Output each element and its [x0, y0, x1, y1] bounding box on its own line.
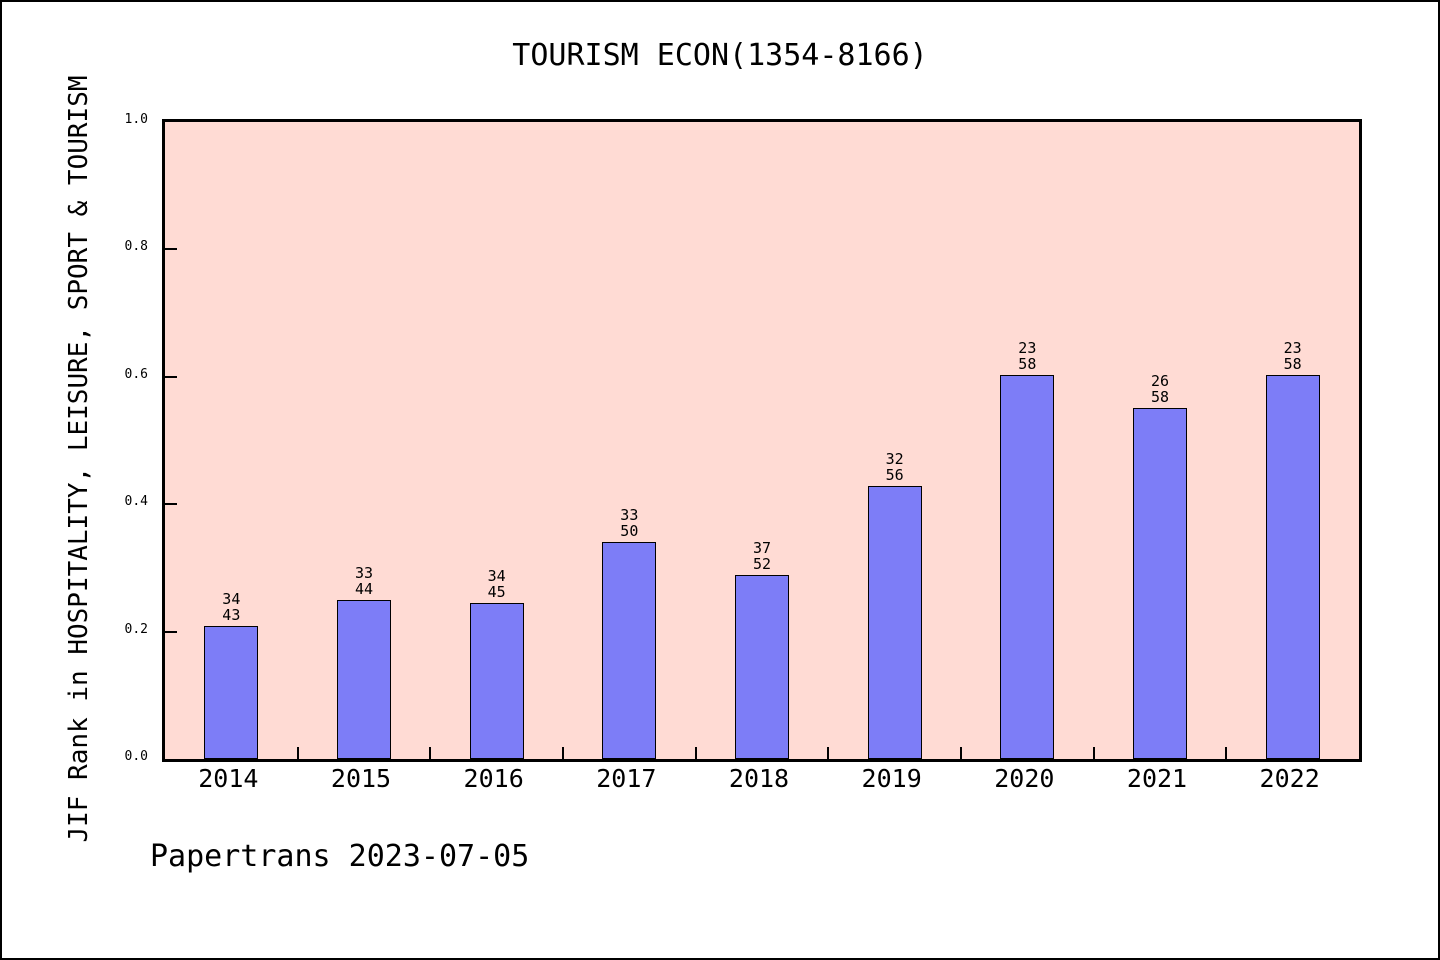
x-axis-tick-labels: 2014 2015 2016 2017 2018 2019 2020 2021 2022	[162, 766, 1362, 798]
y-tick-mark	[165, 631, 177, 633]
bar-total-value: 52	[752, 555, 772, 573]
bar-rank-value: 33	[354, 564, 374, 582]
bar-2015	[337, 600, 391, 759]
y-axis-tick-labels: 0.0 0.2 0.4 0.6 0.8 1.0	[2, 113, 154, 764]
bar-total-value: 45	[487, 583, 506, 601]
y-tick-label-0.2: 0.2	[124, 622, 148, 637]
x-tick-label-2015: 2015	[330, 764, 392, 793]
x-tick-mark	[960, 747, 962, 759]
y-tick-label-0.4: 0.4	[124, 494, 148, 509]
x-tick-label-2022: 2022	[1259, 764, 1320, 793]
bar-value-label-2017: 33 50	[620, 507, 638, 539]
bar-total-value: 50	[620, 522, 639, 540]
bar-value-label-2019: 32 56	[886, 451, 904, 483]
x-tick-mark	[827, 747, 829, 759]
bar-2017	[602, 542, 656, 759]
y-tick-mark	[165, 376, 177, 378]
x-tick-label-2021: 2021	[1126, 764, 1188, 793]
bar-value-label-2014: 34 43	[222, 591, 240, 623]
bar-2022	[1266, 375, 1320, 759]
bar-value-label-2016: 34 45	[488, 568, 506, 600]
bar-value-label-2018: 37 52	[753, 540, 771, 572]
bar-total-value: 58	[1283, 355, 1302, 373]
x-tick-mark	[429, 747, 431, 759]
y-tick-label-1.0: 1.0	[124, 112, 148, 127]
bar-rank-value: 23	[1283, 339, 1302, 357]
bar-rank-value: 34	[222, 590, 241, 608]
plot-area: 34 43 33 44 34 45 33 50 37 52 32 56 23 58 26 58 23 58	[162, 119, 1362, 762]
y-tick-mark	[165, 503, 177, 505]
bar-rank-value: 37	[752, 539, 772, 557]
bar-rank-value: 23	[1018, 339, 1037, 357]
bar-2019	[868, 486, 922, 759]
bar-value-label-2020: 23 58	[1018, 340, 1036, 372]
x-tick-label-2017: 2017	[596, 764, 657, 793]
x-tick-mark	[1093, 747, 1095, 759]
bar-2020	[1000, 375, 1054, 759]
bar-total-value: 58	[1018, 355, 1037, 373]
y-tick-label-0.8: 0.8	[124, 239, 148, 254]
bar-value-label-2022: 23 58	[1284, 340, 1302, 372]
x-tick-mark	[695, 747, 697, 759]
bar-2016	[470, 603, 524, 759]
x-tick-label-2020: 2020	[994, 764, 1055, 793]
x-tick-label-2016: 2016	[463, 764, 524, 793]
x-tick-mark	[1225, 747, 1227, 759]
x-tick-mark	[562, 747, 564, 759]
x-tick-label-2014: 2014	[198, 764, 259, 793]
bar-rank-value: 33	[620, 506, 639, 524]
bar-value-label-2021: 26 58	[1151, 373, 1169, 405]
bar-rank-value: 26	[1150, 372, 1170, 390]
y-tick-label-0.0: 0.0	[124, 749, 148, 764]
y-tick-label-0.6: 0.6	[124, 367, 148, 382]
bar-total-value: 58	[1150, 388, 1170, 406]
bar-total-value: 43	[222, 606, 241, 624]
bar-total-value: 44	[354, 580, 374, 598]
x-tick-mark	[297, 747, 299, 759]
bar-total-value: 56	[885, 466, 904, 484]
y-tick-mark	[165, 248, 177, 250]
footer-credit: Papertrans 2023-07-05	[150, 839, 530, 874]
chart-title: TOURISM ECON(1354-8166)	[512, 38, 928, 73]
bar-value-label-2015: 33 44	[355, 565, 373, 597]
bar-2014	[204, 626, 258, 759]
x-tick-label-2019: 2019	[861, 764, 922, 793]
bar-rank-value: 34	[487, 567, 506, 585]
bar-2018	[735, 575, 789, 759]
bar-rank-value: 32	[885, 450, 904, 468]
bar-2021	[1133, 408, 1187, 759]
x-tick-label-2018: 2018	[728, 764, 790, 793]
